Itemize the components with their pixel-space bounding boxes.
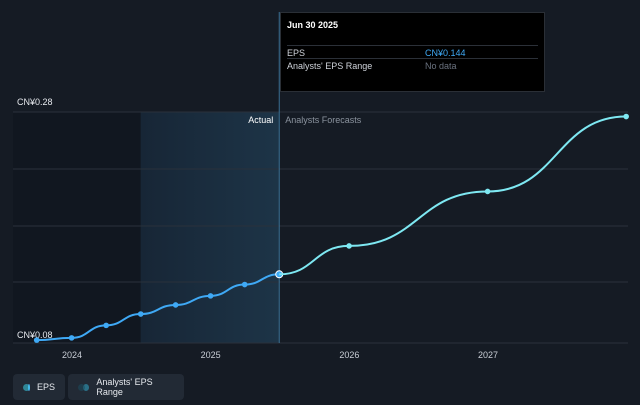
legend-item-eps[interactable]: EPS bbox=[13, 374, 65, 400]
tooltip-eps-label: EPS bbox=[287, 48, 306, 58]
actual-region-shade bbox=[140, 112, 280, 343]
forecast-eps-line bbox=[279, 115, 627, 276]
tooltip-row-range: Analysts' EPS Range No data bbox=[287, 58, 538, 72]
actual-eps-point bbox=[137, 311, 144, 317]
range-legend-icon bbox=[77, 383, 90, 391]
actual-eps-point bbox=[33, 337, 40, 343]
actual-eps-point bbox=[103, 322, 109, 329]
tooltip-range-value: No data bbox=[425, 61, 457, 71]
forecast-eps-point bbox=[484, 188, 491, 195]
y-tick-label-top: CN¥0.28 bbox=[17, 97, 53, 107]
x-tick-label: 2025 bbox=[201, 350, 221, 360]
actual-eps-point bbox=[241, 281, 248, 288]
x-tick-label: 2026 bbox=[339, 350, 359, 360]
forecast-eps-point bbox=[623, 113, 629, 120]
legend-item-range[interactable]: Analysts' EPS Range bbox=[68, 374, 184, 400]
eps-tooltip: Jun 30 2025 EPS CN¥0.144 Analysts' EPS R… bbox=[280, 12, 545, 92]
tooltip-row-eps: EPS CN¥0.144 bbox=[287, 45, 538, 59]
actual-eps-point bbox=[68, 335, 75, 341]
forecast-region-label: Analysts Forecasts bbox=[285, 115, 362, 125]
x-tick-label: 2027 bbox=[478, 350, 498, 360]
y-tick-label-bottom: CN¥0.08 bbox=[17, 330, 53, 340]
x-tick-label: 2024 bbox=[62, 350, 82, 360]
tooltip-range-label: Analysts' EPS Range bbox=[287, 61, 373, 71]
eps-legend-icon bbox=[23, 383, 30, 391]
actual-region-label: Actual bbox=[248, 115, 273, 125]
actual-eps-point bbox=[207, 293, 214, 299]
actual-eps-point bbox=[172, 302, 179, 308]
past-region-band bbox=[13, 112, 141, 343]
legend-range-label: Analysts' EPS Range bbox=[96, 377, 153, 397]
forecast-eps-point bbox=[346, 243, 352, 249]
legend-eps-label: EPS bbox=[36, 382, 55, 392]
tooltip-date: Jun 30 2025 bbox=[287, 20, 339, 30]
tooltip-eps-value: CN¥0.144 bbox=[425, 48, 466, 58]
actual-eps-line bbox=[36, 273, 280, 342]
